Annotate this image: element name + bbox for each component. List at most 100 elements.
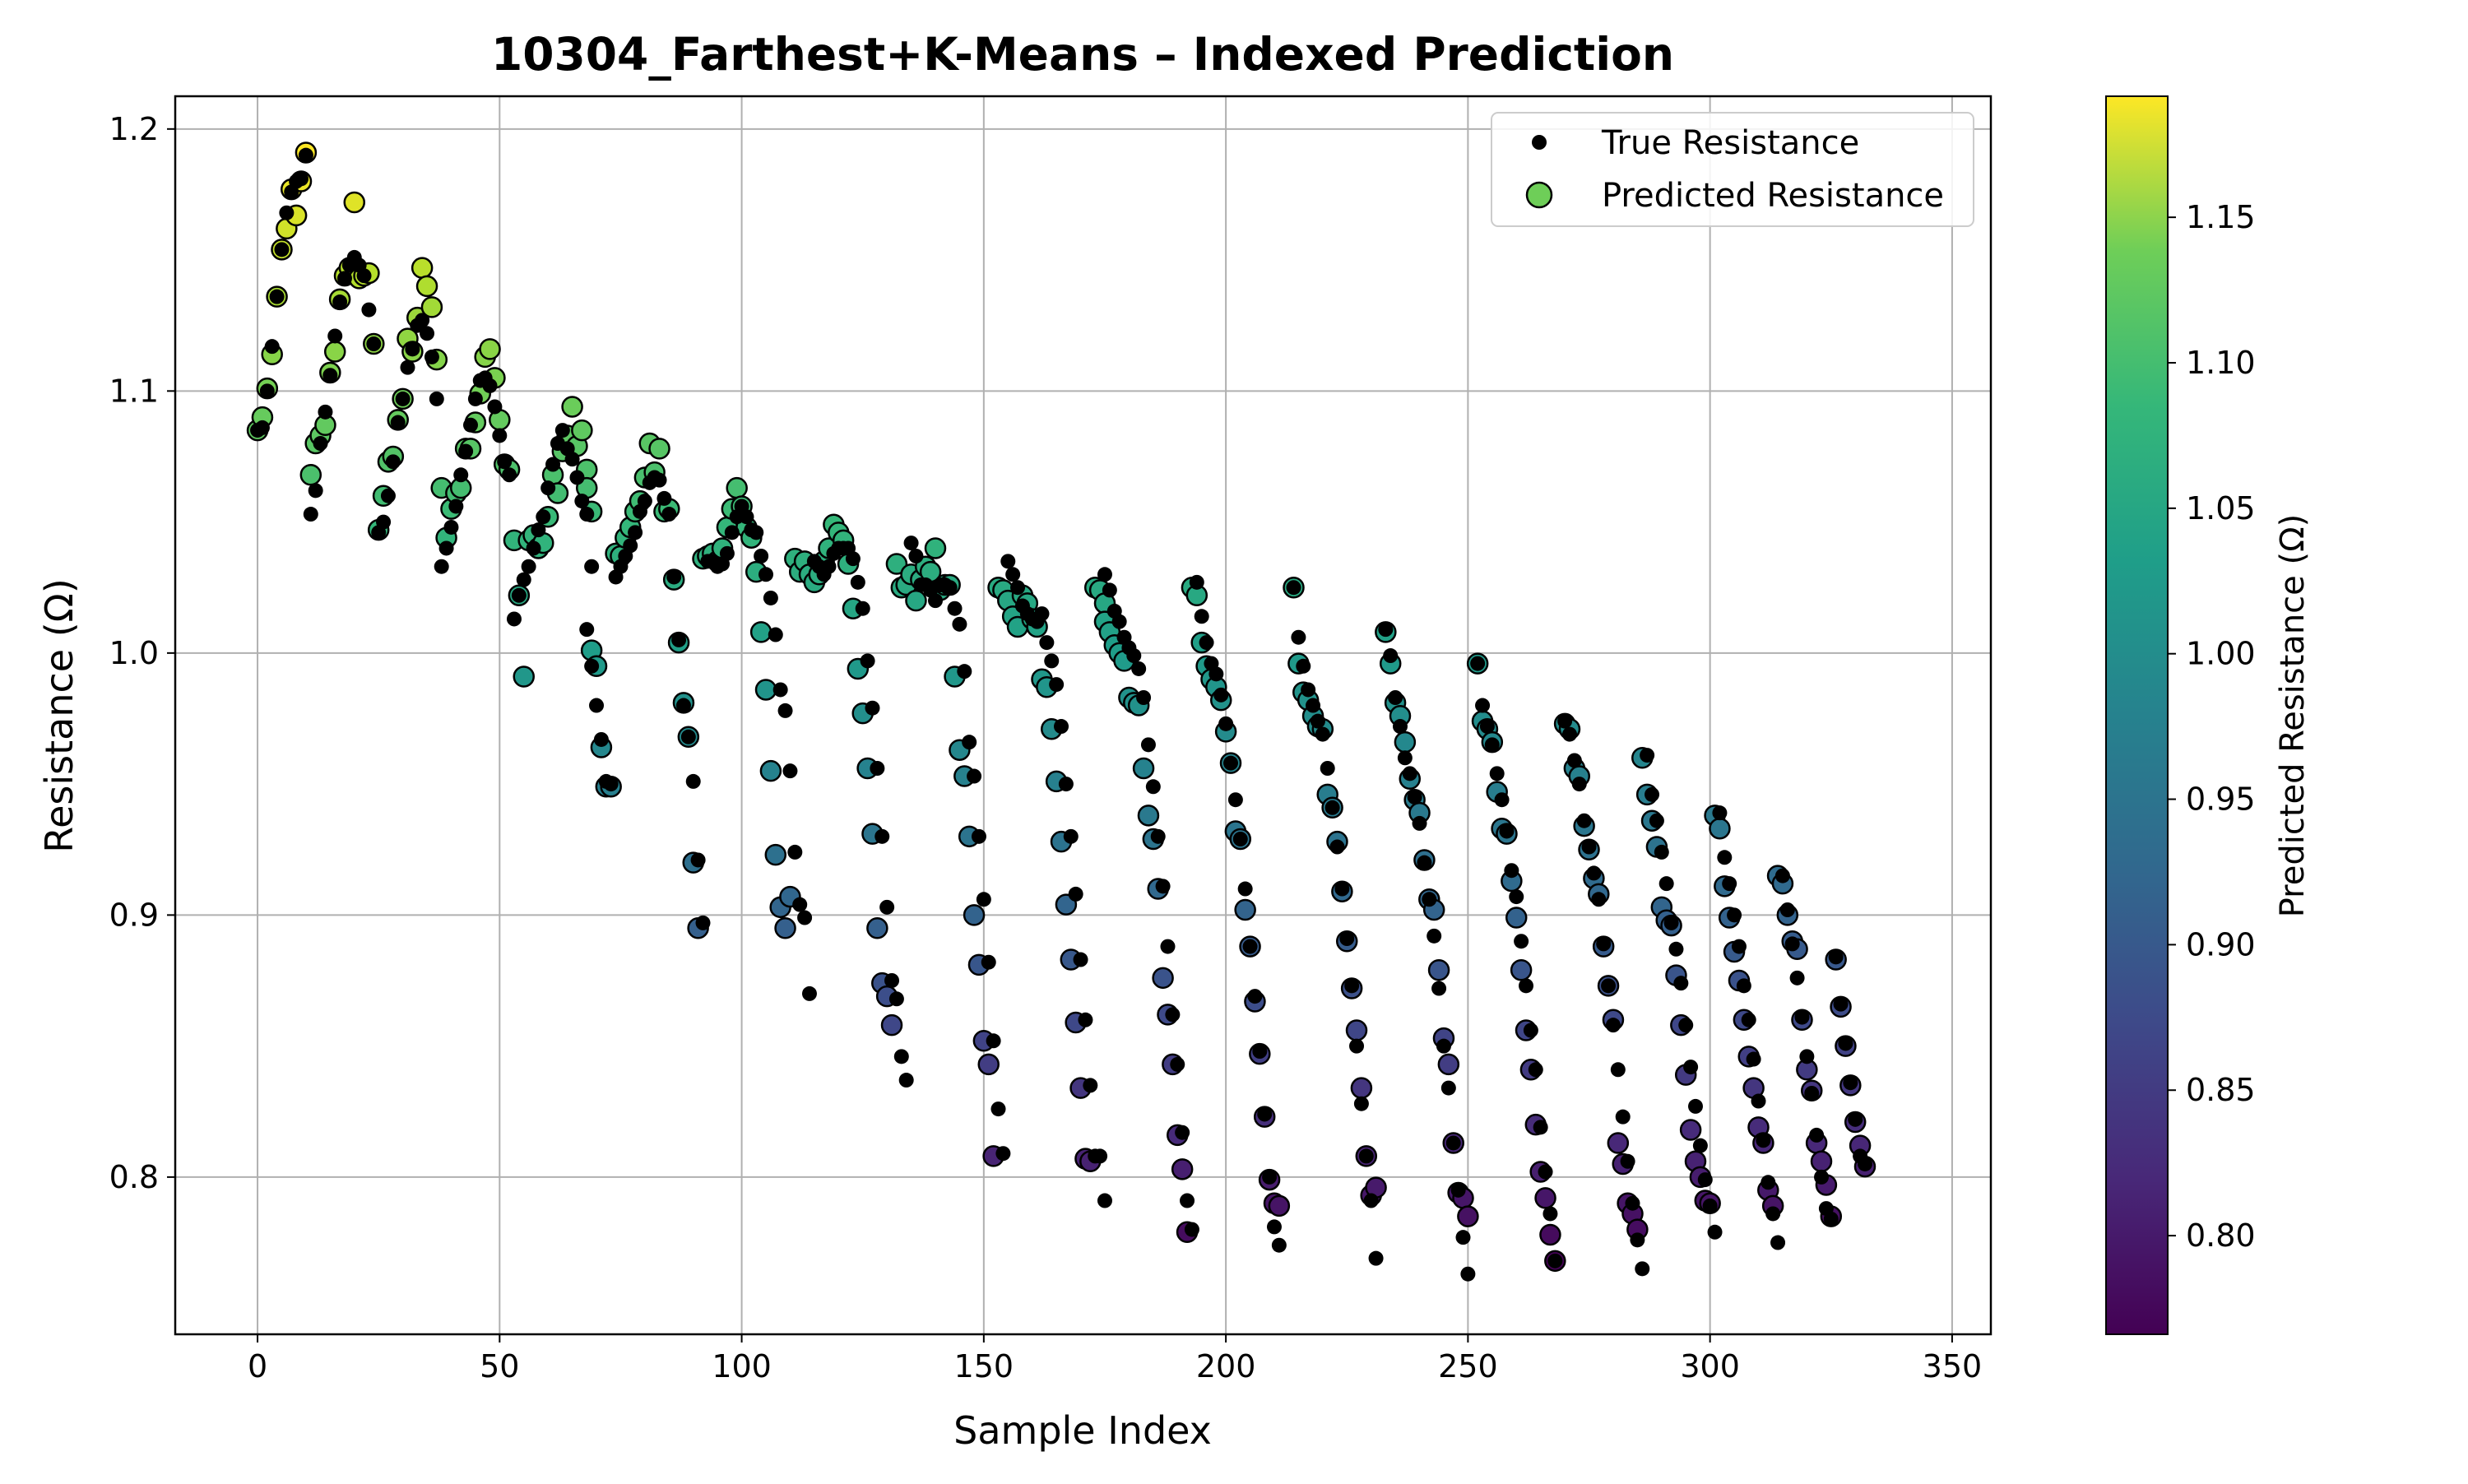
true-resistance-point — [1519, 978, 1534, 994]
true-resistance-point — [1707, 1224, 1723, 1240]
legend-box — [1491, 112, 1974, 227]
true-resistance-point — [376, 514, 392, 530]
true-resistance-point — [492, 428, 508, 443]
true-resistance-point — [1034, 606, 1050, 622]
true-resistance-point — [1383, 648, 1399, 664]
true-resistance-point — [1102, 582, 1117, 598]
true-resistance-point — [888, 991, 904, 1007]
true-resistance-point — [1329, 839, 1345, 855]
true-resistance-point — [1412, 815, 1427, 831]
true-resistance-point — [1814, 1169, 1830, 1185]
true-resistance-point — [754, 549, 769, 563]
true-resistance-point — [1237, 881, 1253, 897]
x-tick-label: 350 — [1923, 1348, 1983, 1384]
true-resistance-point — [1078, 1012, 1093, 1027]
true-resistance-point — [415, 313, 430, 328]
predicted-resistance-point — [323, 341, 346, 363]
true-resistance-point — [1189, 574, 1204, 590]
true-resistance-point — [1809, 1127, 1825, 1143]
true-resistance-point — [1324, 800, 1340, 815]
true-resistance-point — [589, 698, 605, 713]
true-resistance-point — [739, 509, 754, 525]
true-resistance-point — [1499, 823, 1515, 839]
true-resistance-point — [821, 559, 837, 574]
true-resistance-point — [1640, 748, 1655, 763]
true-resistance-point — [1523, 1023, 1538, 1038]
true-resistance-point — [1286, 580, 1301, 596]
true-resistance-point — [336, 271, 352, 286]
true-resistance-point — [1533, 1120, 1548, 1135]
true-resistance-point — [860, 653, 875, 669]
true-resistance-point — [1823, 1211, 1839, 1227]
true-resistance-point — [1291, 629, 1306, 645]
true-resistance-point — [1199, 635, 1214, 651]
true-resistance-point — [564, 452, 580, 467]
predicted-resistance-point — [1171, 1158, 1194, 1180]
predicted-resistance-point — [1810, 1150, 1833, 1173]
true-resistance-point — [332, 294, 348, 310]
predicted-resistance-point — [415, 275, 438, 298]
true-resistance-point — [1049, 677, 1065, 693]
true-resistance-point — [448, 499, 464, 514]
true-resistance-point — [690, 852, 706, 868]
legend[interactable]: True Resistance Predicted Resistance — [1491, 112, 1974, 227]
predicted-resistance-point — [420, 296, 443, 318]
true-resistance-point — [792, 897, 808, 912]
true-resistance-point — [1678, 1018, 1694, 1033]
true-resistance-point — [1504, 863, 1519, 879]
legend-true-marker — [1532, 135, 1547, 150]
true-resistance-point — [1779, 902, 1795, 917]
legend-predicted-marker — [1525, 181, 1553, 209]
true-resistance-point — [1083, 1078, 1098, 1093]
y-axis-label: Resistance (Ω) — [37, 578, 81, 853]
true-resistance-point — [782, 763, 798, 779]
true-resistance-point — [637, 494, 652, 509]
true-resistance-point — [269, 289, 285, 304]
true-resistance-point — [1857, 1156, 1872, 1171]
true-resistance-point — [879, 899, 895, 915]
true-resistance-point — [1547, 1253, 1563, 1268]
colorbar-ticks: 0.80 0.85 0.90 0.95 1.00 1.05 1.10 1.15 — [2168, 199, 2256, 1254]
true-resistance-point — [1358, 1148, 1374, 1164]
x-axis-ticks: 0 50 100 150 200 250 300 350 — [248, 1334, 1982, 1384]
true-resistance-point — [1320, 761, 1335, 776]
true-resistance-point — [1232, 832, 1248, 846]
y-axis-ticks: 0.8 0.9 1.0 1.1 1.2 — [109, 111, 175, 1195]
true-resistance-point — [1063, 828, 1079, 844]
true-resistance-point — [749, 525, 764, 540]
true-resistance-point — [569, 470, 585, 485]
true-resistance-point — [1731, 939, 1747, 954]
predicted-resistance-point — [1510, 959, 1533, 981]
true-resistance-point — [1789, 970, 1805, 985]
true-resistance-point — [1126, 648, 1142, 664]
true-resistance-point — [1136, 690, 1152, 705]
true-resistance-point — [884, 973, 900, 988]
true-resistance-point — [1687, 1098, 1703, 1114]
true-resistance-point — [666, 569, 682, 585]
true-resistance-point — [1417, 855, 1432, 870]
true-resistance-point — [1736, 978, 1751, 994]
true-resistance-point — [545, 457, 561, 472]
true-resistance-point — [1596, 936, 1612, 952]
true-resistance-point — [1242, 939, 1258, 954]
true-resistance-point — [1605, 1018, 1621, 1033]
x-tick-label: 150 — [954, 1348, 1014, 1384]
y-tick-label: 1.2 — [109, 111, 159, 147]
true-resistance-point — [777, 703, 793, 718]
predicted-resistance-point — [759, 759, 782, 782]
true-resistance-point — [574, 494, 590, 509]
predicted-resistance-point — [411, 257, 434, 279]
predicted-resistance-point — [1505, 907, 1528, 929]
true-resistance-point — [443, 519, 459, 535]
true-resistance-point — [1247, 989, 1263, 1004]
predicted-resistance-point — [343, 191, 366, 214]
true-resistance-point — [531, 522, 546, 538]
y-tick-label: 0.9 — [109, 897, 159, 933]
colorbar-tick-label: 0.80 — [2186, 1217, 2256, 1254]
true-resistance-point — [506, 611, 522, 627]
true-resistance-point — [986, 1033, 1001, 1049]
predicted-resistance-point — [299, 464, 322, 486]
true-resistance-point — [536, 509, 551, 525]
true-resistance-point — [1756, 1133, 1771, 1148]
true-resistance-point — [1334, 881, 1350, 897]
